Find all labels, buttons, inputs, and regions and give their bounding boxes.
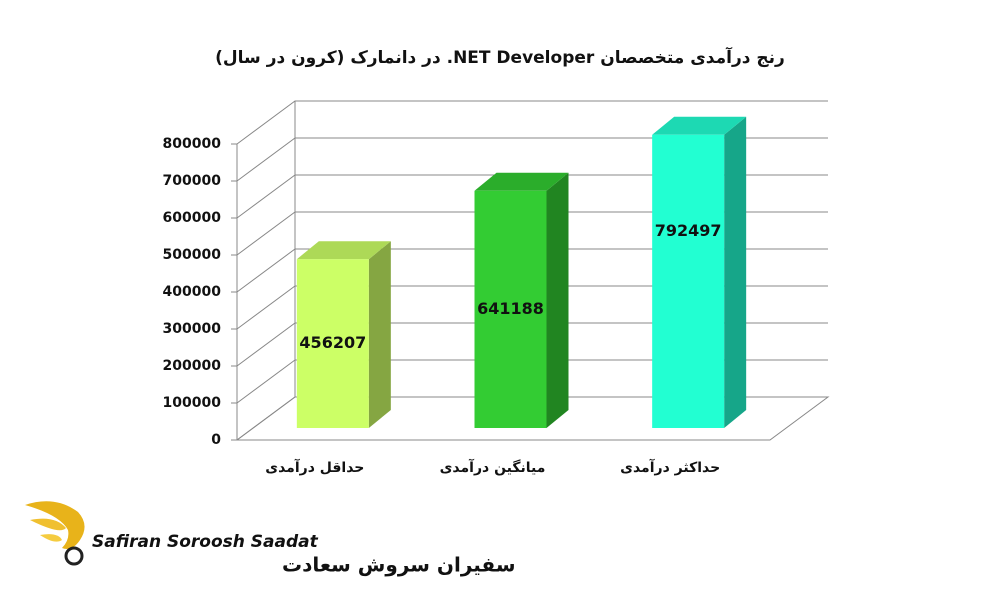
bar-side — [546, 172, 569, 428]
data-label: 641188 — [477, 299, 544, 318]
data-label: 456207 — [299, 333, 366, 352]
y-tick-label: 300000 — [163, 321, 222, 337]
bar — [652, 134, 725, 428]
x-tick-label: حداقل درآمدی — [265, 458, 364, 476]
logo-latin: Safiran Soroosh Saadat — [92, 532, 319, 552]
bar-side — [724, 116, 747, 428]
data-label: 792497 — [655, 221, 722, 240]
logo-wing — [40, 534, 62, 542]
x-tick-label: حداکثر درآمدی — [620, 458, 720, 476]
logo-wing — [30, 518, 66, 531]
chart-title: رنج درآمدی متخصصان NET Developer. در دان… — [215, 46, 785, 68]
bar-top — [652, 116, 747, 135]
bar — [474, 190, 547, 428]
y-tick-label: 200000 — [163, 358, 222, 374]
bar-side — [368, 241, 391, 428]
bar-top — [474, 172, 569, 191]
y-tick-label: 500000 — [163, 247, 222, 263]
y-tick-label: 400000 — [163, 284, 222, 300]
bar — [296, 259, 369, 428]
logo-wing — [25, 501, 85, 549]
logo-swirl — [64, 546, 84, 566]
bar-top — [296, 241, 391, 260]
y-tick-label: 700000 — [163, 173, 222, 189]
logo: Safiran Soroosh Saadat سفیران سروش سعادت — [25, 501, 516, 577]
y-tick-label: 0 — [211, 432, 221, 448]
y-tick-label: 600000 — [163, 210, 222, 226]
y-tick-label: 800000 — [163, 136, 222, 152]
logo-persian: سفیران سروش سعادت — [282, 553, 516, 577]
x-tick-label: میانگین درآمدی — [440, 458, 546, 476]
y-tick-label: 100000 — [163, 395, 222, 411]
